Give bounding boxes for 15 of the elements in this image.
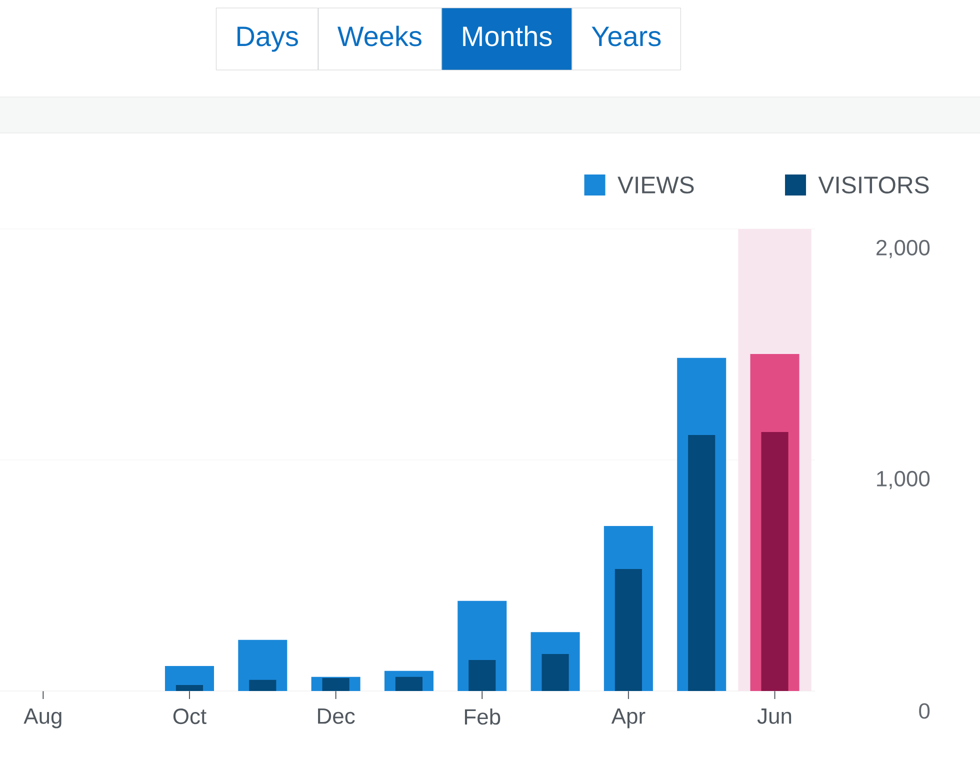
text: Years [592,26,661,46]
y-tick-label: 0 [919,703,930,719]
x-tick-label: Feb [464,708,500,725]
x-tick-label: Oct [173,708,206,724]
x-tick-label: Jun [757,708,792,724]
legend-label: VIEWS [618,176,694,194]
y-tick-label: 1,000 [877,470,930,490]
x-tick-label: Apr [611,708,646,728]
x-tick-label: Dec [318,708,355,724]
x-tick-label: Aug [24,708,62,728]
text: Days [237,26,298,52]
y-tick-label: 2,000 [876,240,930,258]
legend-label: VISITORS [818,176,929,194]
text: Weeks [338,26,422,46]
text: Months [463,26,552,46]
